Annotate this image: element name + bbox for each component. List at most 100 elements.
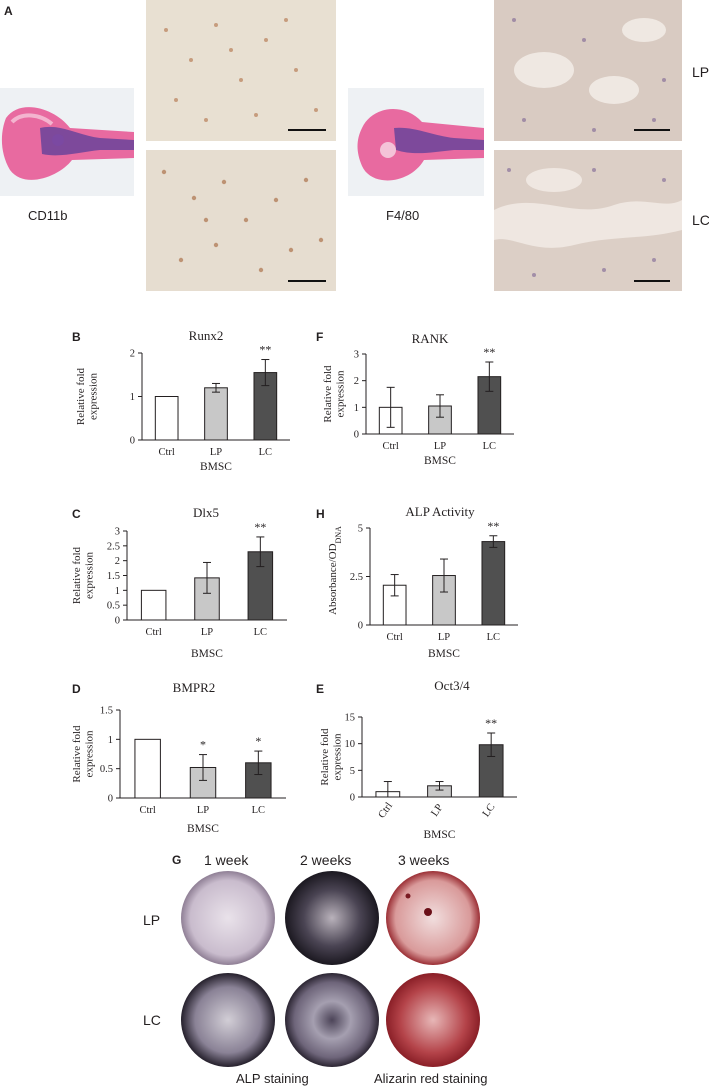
x-tick-label: Ctrl <box>386 632 402 643</box>
y-tick-label: 0 <box>350 793 355 804</box>
x-axis-label: BMSC <box>424 455 456 467</box>
y-axis-label: Relative foldexpression <box>322 365 347 423</box>
panel-letter-a: A <box>4 4 13 18</box>
y-tick-label: 0 <box>108 794 113 805</box>
x-tick-label: LP <box>429 802 445 818</box>
scalebar <box>288 280 326 282</box>
x-tick-label: LP <box>197 805 209 816</box>
x-tick-label: LC <box>252 805 265 816</box>
panel-letter-b: B <box>72 330 81 344</box>
x-tick-label: Ctrl <box>158 447 174 458</box>
bar-ctrl <box>140 589 167 621</box>
y-axis-label: Relative foldexpression <box>75 367 100 425</box>
x-tick-label: LC <box>483 441 496 452</box>
x-axis-label: BMSC <box>424 829 456 841</box>
x-tick-label: LP <box>434 441 446 452</box>
y-tick-label: 0 <box>354 430 359 441</box>
y-tick-label: 0.5 <box>107 601 120 612</box>
y-tick-label: 1 <box>354 403 359 414</box>
chart-title: ALP Activity <box>405 504 475 519</box>
label-cd11b: CD11b <box>28 208 68 223</box>
culture-dish-grid <box>181 871 480 1067</box>
scalebar <box>634 280 670 282</box>
x-tick-label: Ctrl <box>139 805 155 816</box>
x-tick-label: Ctrl <box>382 441 398 452</box>
dish-lc-1week <box>181 973 275 1067</box>
y-tick-label: 15 <box>345 713 356 724</box>
col-label-3-weeks: 3 weeks <box>398 852 450 868</box>
y-tick-label: 5 <box>350 766 355 777</box>
col-label-1-week: 1 week <box>204 852 249 868</box>
x-tick-label: Ctrl <box>377 801 395 821</box>
f480-micrograph-lc <box>494 150 682 291</box>
y-tick-label: 1 <box>130 392 135 403</box>
panel-letter-g: G <box>172 853 182 867</box>
y-tick-label: 1.5 <box>100 706 113 717</box>
dish-lc-3weeks <box>386 973 480 1067</box>
chart-title: Dlx5 <box>193 505 219 520</box>
y-tick-label: 1.5 <box>107 571 120 582</box>
y-tick-label: 0 <box>358 621 363 632</box>
y-tick-label: 2 <box>115 556 120 567</box>
he-overview-f480-image <box>348 88 484 196</box>
y-tick-label: 2 <box>130 349 135 360</box>
y-tick-label: 2 <box>354 376 359 387</box>
y-tick-label: 5 <box>358 524 363 535</box>
row-label-lc: LC <box>143 1012 161 1028</box>
y-tick-label: 0 <box>115 616 120 627</box>
cd11b-micrograph-lp <box>146 0 336 141</box>
x-axis-label: BMSC <box>191 648 223 660</box>
x-tick-label: LP <box>210 447 222 458</box>
y-axis-label: Relative foldexpression <box>319 728 344 786</box>
caption-alp-staining: ALP staining <box>236 1071 309 1086</box>
x-axis-label: BMSC <box>187 823 219 835</box>
significance-marker: ** <box>259 343 271 357</box>
significance-marker: ** <box>485 716 497 730</box>
y-tick-label: 10 <box>345 739 356 750</box>
bar-lc <box>245 762 272 799</box>
x-tick-label: LP <box>438 632 450 643</box>
y-tick-label: 1 <box>108 735 113 746</box>
dish-lp-1week <box>181 871 275 965</box>
dish-lp-3weeks <box>386 871 480 965</box>
x-tick-label: LC <box>487 632 500 643</box>
x-tick-label: LC <box>254 627 267 638</box>
significance-marker: * <box>200 738 206 752</box>
y-tick-label: 2.5 <box>350 572 363 583</box>
significance-marker: ** <box>487 519 499 533</box>
panel-letter-f: F <box>316 330 324 344</box>
y-axis-label: Absorbance/ODDNA <box>327 526 343 615</box>
dish-lp-2weeks <box>285 871 379 965</box>
cd11b-micrograph-lc <box>146 150 336 291</box>
x-tick-label: LC <box>259 447 272 458</box>
row-label-lp: LP <box>143 912 161 928</box>
chart-title: Oct3/4 <box>434 678 470 693</box>
panel-letter-e: E <box>316 682 325 696</box>
scalebar <box>634 129 670 131</box>
chart-title: BMPR2 <box>173 680 216 695</box>
x-tick-label: LC <box>481 802 498 819</box>
y-tick-label: 0 <box>130 436 135 447</box>
x-tick-label: Ctrl <box>145 627 161 638</box>
label-lc-row: LC <box>692 212 709 228</box>
y-tick-label: 3 <box>354 350 359 361</box>
panel-letter-c: C <box>72 507 81 521</box>
col-label-2-weeks: 2 weeks <box>300 852 352 868</box>
f480-micrograph-lp <box>494 0 682 141</box>
label-lp-row: LP <box>692 64 709 80</box>
panel-letter-d: D <box>72 682 81 696</box>
bar-ctrl <box>154 396 179 441</box>
caption-alizarin-red: Alizarin red staining <box>374 1071 488 1086</box>
bar-ctrl <box>134 738 161 799</box>
he-overview-cd11b-image <box>0 88 134 196</box>
chart-title: Runx2 <box>189 328 224 343</box>
y-tick-label: 3 <box>115 527 120 538</box>
y-axis-label: Relative foldexpression <box>71 546 96 604</box>
chart-title: RANK <box>412 331 449 346</box>
